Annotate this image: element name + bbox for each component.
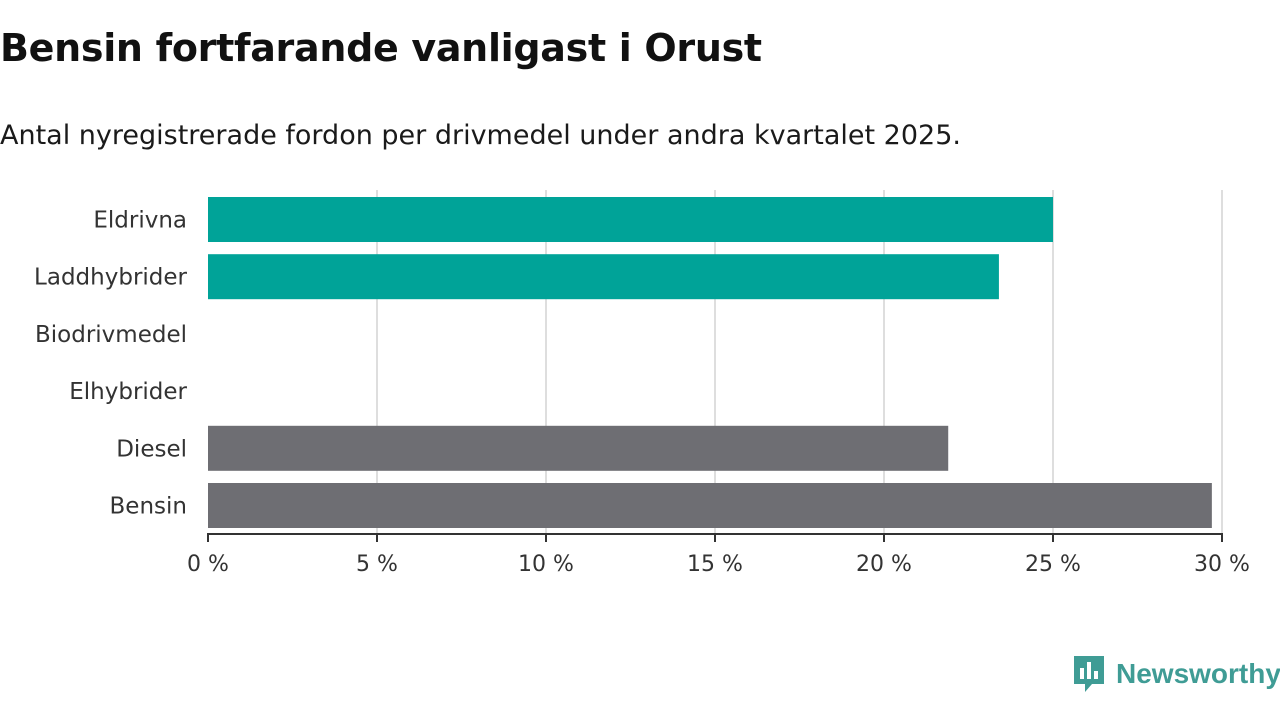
newsworthy-logo: Newsworthy xyxy=(1072,654,1280,694)
category-label: Eldrivna xyxy=(93,208,187,234)
x-tick-label: 15 % xyxy=(687,552,743,577)
bar xyxy=(208,254,999,300)
category-label: Bensin xyxy=(110,494,187,520)
newsworthy-logo-text: Newsworthy xyxy=(1116,658,1280,689)
category-label: Elhybrider xyxy=(69,379,187,405)
bar-chart: Eldrivna Laddhybrider Biodrivmedel Elhybrid… xyxy=(34,190,1250,577)
x-tick-label: 0 % xyxy=(187,552,229,577)
category-label: Laddhybrider xyxy=(34,265,187,291)
x-tick-label: 5 % xyxy=(356,552,398,577)
x-tick-label: 30 % xyxy=(1194,552,1250,577)
x-tick-label: 20 % xyxy=(856,552,912,577)
bar xyxy=(208,425,949,471)
chart-title: Bensin fortfarande vanligast i Orust xyxy=(0,26,762,70)
bar xyxy=(208,483,1212,528)
newsworthy-logo-icon xyxy=(1074,656,1104,692)
x-tick-label: 25 % xyxy=(1025,552,1081,577)
bar xyxy=(208,197,1053,242)
category-label: Biodrivmedel xyxy=(35,322,187,348)
x-tick-label: 10 % xyxy=(518,552,574,577)
chart-subtitle: Antal nyregistrerade fordon per drivmede… xyxy=(0,120,961,151)
category-label: Diesel xyxy=(116,436,187,462)
